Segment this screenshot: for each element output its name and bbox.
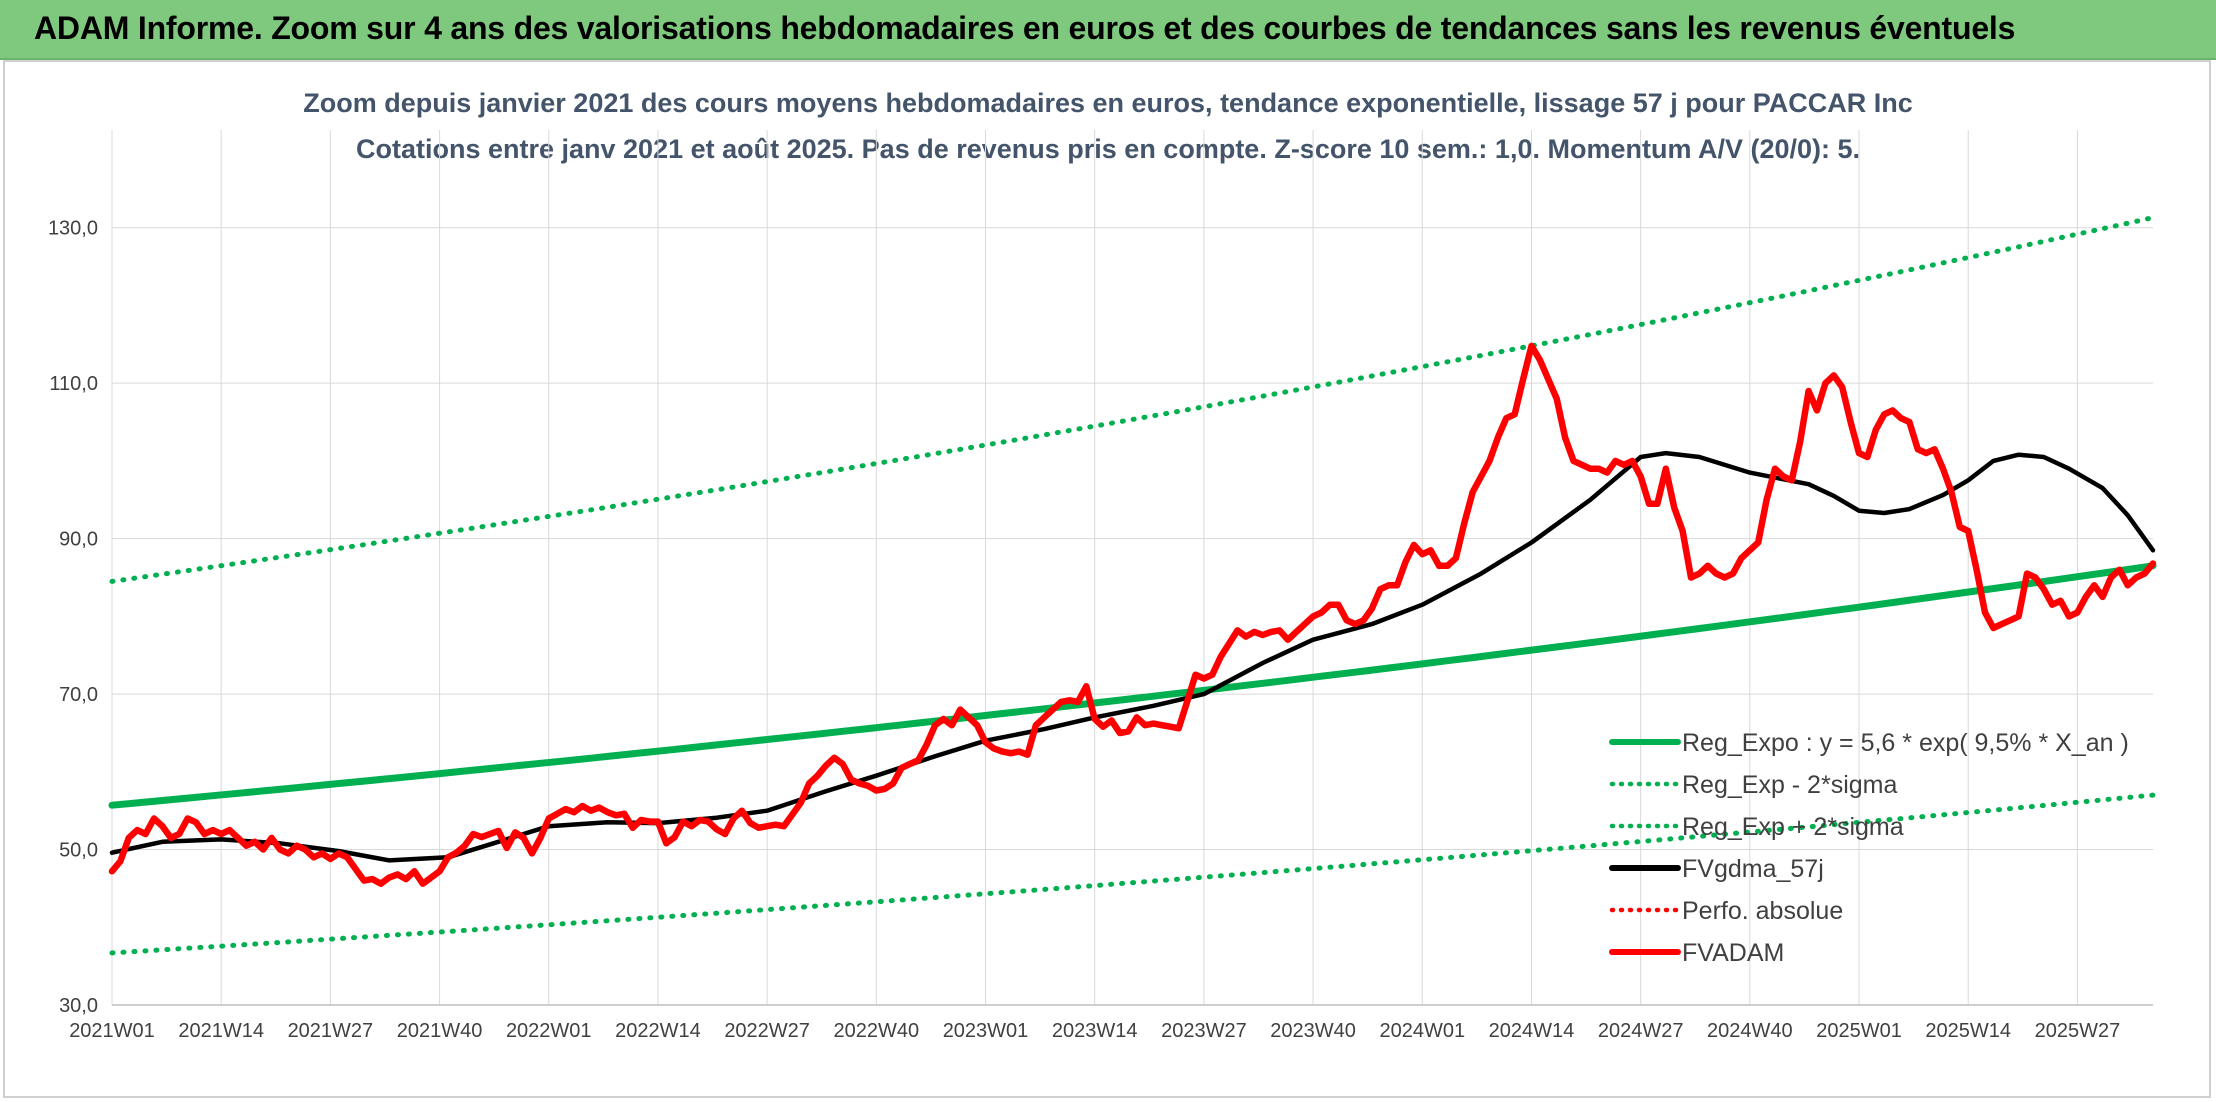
x-tick-label: 2023W01 — [943, 1020, 1029, 1042]
x-tick-label: 2023W14 — [1052, 1020, 1138, 1042]
chart-subtitle: Cotations entre janv 2021 et août 2025. … — [355, 134, 1861, 164]
x-tick-label: 2025W27 — [2035, 1020, 2121, 1042]
x-tick-label: 2024W27 — [1598, 1020, 1684, 1042]
x-tick-label: 2021W27 — [288, 1020, 374, 1042]
report-title: ADAM Informe. Zoom sur 4 ans des valoris… — [34, 10, 2016, 46]
y-tick-label: 110,0 — [49, 373, 98, 395]
y-tick-label: 70,0 — [59, 684, 98, 706]
x-tick-label: 2023W27 — [1161, 1020, 1247, 1042]
x-tick-label: 2022W01 — [506, 1020, 592, 1042]
reg-exp-plus-2sigma-line — [109, 215, 2156, 584]
x-tick-label: 2023W40 — [1270, 1020, 1356, 1042]
x-tick-label: 2021W40 — [397, 1020, 483, 1042]
report-banner: ADAM Informe. Zoom sur 4 ans des valoris… — [0, 0, 2216, 60]
fvgdma-57j-line — [109, 450, 2156, 863]
x-tick-label: 2022W27 — [724, 1020, 810, 1042]
x-tick-label: 2021W01 — [69, 1020, 155, 1042]
x-tick-label: 2024W14 — [1489, 1020, 1575, 1042]
x-tick-label: 2021W14 — [178, 1020, 264, 1042]
reg-expo-line — [108, 562, 2157, 809]
legend-fvgdma-label: FVgdma_57j — [1682, 855, 1824, 883]
y-tick-label: 30,0 — [59, 995, 98, 1017]
x-tick-label: 2024W40 — [1707, 1020, 1793, 1042]
x-tick-label: 2025W01 — [1816, 1020, 1902, 1042]
chart-frame — [3, 60, 2211, 1098]
x-tick-label: 2024W01 — [1379, 1020, 1465, 1042]
x-tick-label: 2022W40 — [834, 1020, 920, 1042]
legend-perfo-absolue-label: Perfo. absolue — [1682, 897, 1843, 925]
y-tick-label: 50,0 — [59, 840, 98, 862]
y-tick-label: 130,0 — [48, 218, 98, 240]
chart-title: Zoom depuis janvier 2021 des cours moyen… — [303, 88, 1913, 118]
fvadam-line — [108, 342, 2157, 887]
legend-reg-exp-minus-label: Reg_Exp - 2*sigma — [1682, 771, 1897, 799]
legend-fvadam-label: FVADAM — [1682, 939, 1784, 967]
y-tick-label: 90,0 — [59, 529, 98, 551]
x-tick-label: 2025W14 — [1925, 1020, 2011, 1042]
legend-reg-expo-label: Reg_Expo : y = 5,6 * exp( 9,5% * X_an ) — [1682, 729, 2129, 757]
legend-reg-exp-plus-label: Reg_Exp + 2*sigma — [1682, 813, 1904, 841]
reg-exp-minus-2sigma-line — [109, 792, 2156, 956]
x-tick-label: 2022W14 — [615, 1020, 701, 1042]
